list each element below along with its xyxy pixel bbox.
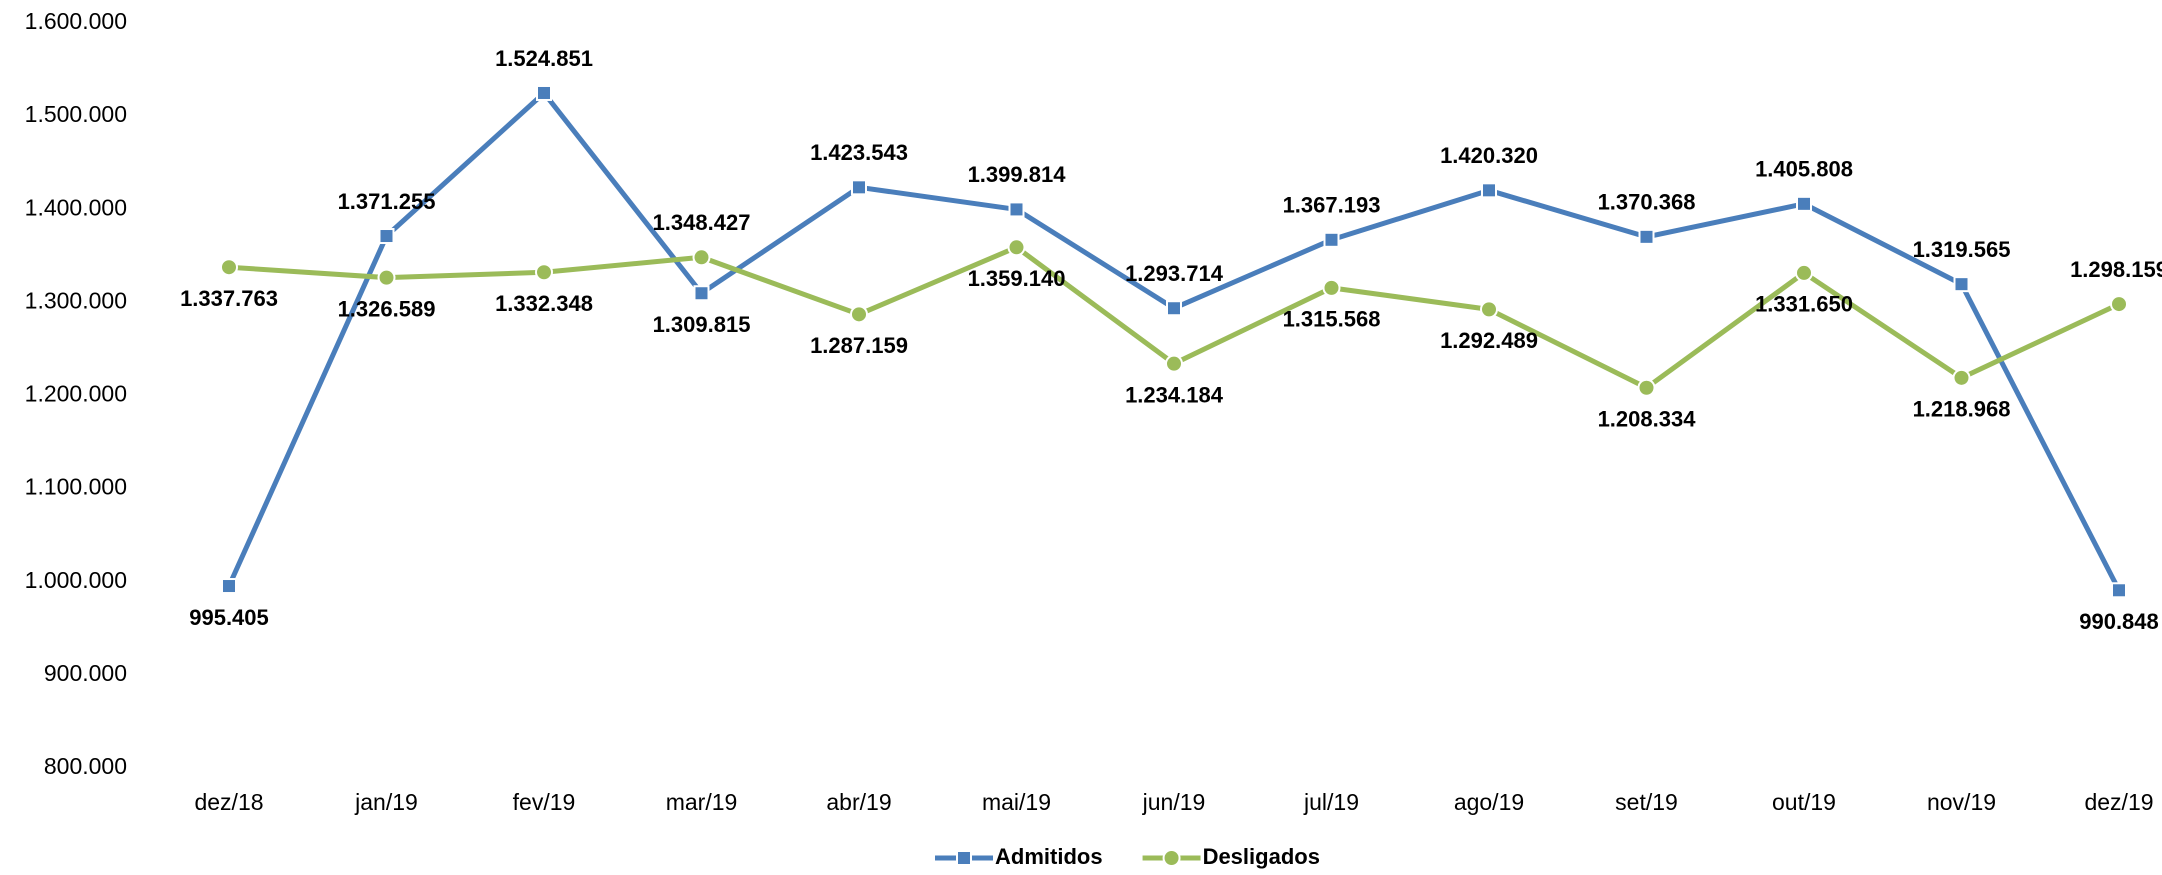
point-marker [2111,582,2127,599]
point-marker [535,263,553,282]
point-marker [1323,231,1340,248]
point-marker [1637,378,1656,397]
data-label: 1.309.815 [653,312,751,337]
y-tick-label: 1.100.000 [25,474,127,500]
x-tick-label: abr/19 [826,789,891,815]
x-tick-label: out/19 [1772,789,1836,815]
data-label: 1.399.814 [968,162,1067,187]
data-label: 1.298.159 [2070,257,2162,282]
data-label: 995.405 [189,605,269,630]
y-tick-label: 1.600.000 [25,8,127,34]
legend-marker [1162,849,1181,867]
point-marker [1952,368,1971,387]
data-label: 1.234.184 [1125,382,1224,407]
legend-label: Admitidos [995,844,1103,869]
point-marker [1480,300,1498,319]
x-tick-label: mar/19 [666,789,738,815]
point-marker [2110,295,2128,314]
y-tick-label: 900.000 [44,660,127,686]
point-marker [220,258,238,277]
x-tick-label: fev/19 [513,789,576,815]
point-marker [1166,300,1182,317]
x-tick-label: jan/19 [354,789,418,815]
point-marker [693,285,710,302]
x-tick-label: jun/19 [1142,789,1206,815]
point-marker [221,578,237,595]
point-marker [850,305,868,324]
data-label: 1.287.159 [810,333,908,358]
data-label: 1.315.568 [1283,307,1381,332]
data-label: 1.359.140 [968,266,1066,291]
point-marker [378,228,395,245]
x-tick-label: ago/19 [1454,789,1524,815]
point-marker [1953,276,1970,293]
data-label: 1.208.334 [1598,407,1697,432]
y-tick-label: 1.300.000 [25,287,127,313]
point-marker [377,268,396,287]
legend-label: Desligados [1203,844,1320,869]
data-label: 1.420.320 [1440,143,1538,168]
x-tick-label: dez/18 [194,789,263,815]
data-label: 1.332.348 [495,291,593,316]
data-label: 1.423.543 [810,140,908,165]
x-tick-label: dez/19 [2084,789,2153,815]
y-tick-label: 1.400.000 [25,194,127,220]
data-label: 1.370.368 [1598,190,1696,215]
data-label: 1.218.968 [1913,397,2011,422]
point-marker [1638,228,1655,245]
point-marker [1007,238,1026,257]
data-label: 1.326.589 [338,296,436,321]
x-tick-label: set/19 [1615,789,1678,815]
data-label: 1.371.255 [338,189,436,214]
data-label: 1.367.193 [1283,193,1381,218]
x-tick-label: jul/19 [1303,789,1359,815]
data-label: 1.292.489 [1440,328,1538,353]
point-marker [1165,354,1183,373]
point-marker [1008,201,1025,218]
data-label: 1.348.427 [653,210,751,235]
data-label: 1.331.650 [1755,292,1853,317]
y-tick-label: 800.000 [44,753,127,779]
point-marker [692,248,711,267]
y-tick-label: 1.500.000 [25,101,127,127]
legend-marker [956,850,972,866]
y-tick-label: 1.000.000 [25,567,127,593]
data-label: 990.848 [2079,609,2159,634]
data-label: 1.293.714 [1125,261,1224,286]
data-label: 1.524.851 [495,46,593,71]
point-marker [1795,263,1813,282]
point-marker [536,84,552,101]
point-marker [851,179,867,196]
data-label: 1.337.763 [180,286,278,311]
y-tick-label: 1.200.000 [25,381,127,407]
data-label: 1.405.808 [1755,157,1853,182]
point-marker [1481,182,1497,199]
data-label: 1.319.565 [1913,237,2011,262]
point-marker [1322,278,1341,297]
x-tick-label: mai/19 [982,789,1051,815]
point-marker [1796,195,1812,212]
x-tick-label: nov/19 [1927,789,1996,815]
